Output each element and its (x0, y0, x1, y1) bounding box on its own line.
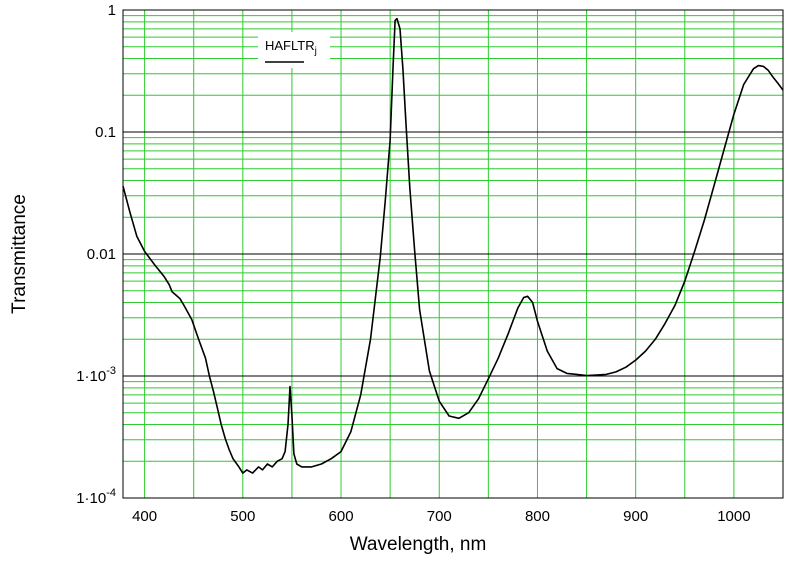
y-tick-label: 1 (108, 2, 116, 19)
legend: HAFLTRj (258, 32, 330, 68)
x-tick-label: 700 (427, 508, 452, 525)
series-line-hafltr (122, 17, 784, 474)
x-tick-labels: 400 500 600 700 800 900 1000 (132, 508, 750, 525)
y-tick-label: 0.01 (87, 246, 116, 263)
x-tick-label: 500 (230, 508, 255, 525)
y-tick-label-base: 1·10 (76, 368, 106, 385)
y-tick-label-base: 1 (108, 2, 116, 19)
plot-frame (122, 9, 784, 499)
x-tick-label: 900 (623, 508, 648, 525)
x-tick-label: 600 (329, 508, 354, 525)
y-tick-label-base: 0.01 (87, 246, 116, 263)
y-tick-label: 1·10-4 (76, 487, 116, 507)
x-tick-label: 1000 (717, 508, 750, 525)
y-tick-label-base: 0.1 (95, 124, 116, 141)
legend-series-name: HAFLTR (265, 38, 315, 53)
legend-series-subscript: j (314, 46, 317, 57)
y-axis-label: Transmittance (9, 194, 30, 314)
x-axis-label: Wavelength, nm (350, 534, 487, 555)
y-tick-label-exponent: -4 (106, 487, 116, 499)
x-tick-label: 400 (132, 508, 157, 525)
legend-label: HAFLTRj (265, 38, 317, 57)
y-tick-label: 0.1 (95, 124, 116, 141)
y-tick-label-base: 1·10 (76, 490, 106, 507)
grid-major (123, 131, 783, 377)
y-tick-label: 1·10-3 (76, 365, 116, 385)
y-tick-labels: 10.10.011·10-31·10-4 (76, 2, 116, 507)
y-tick-label-exponent: -3 (106, 365, 116, 377)
x-tick-label: 800 (525, 508, 550, 525)
